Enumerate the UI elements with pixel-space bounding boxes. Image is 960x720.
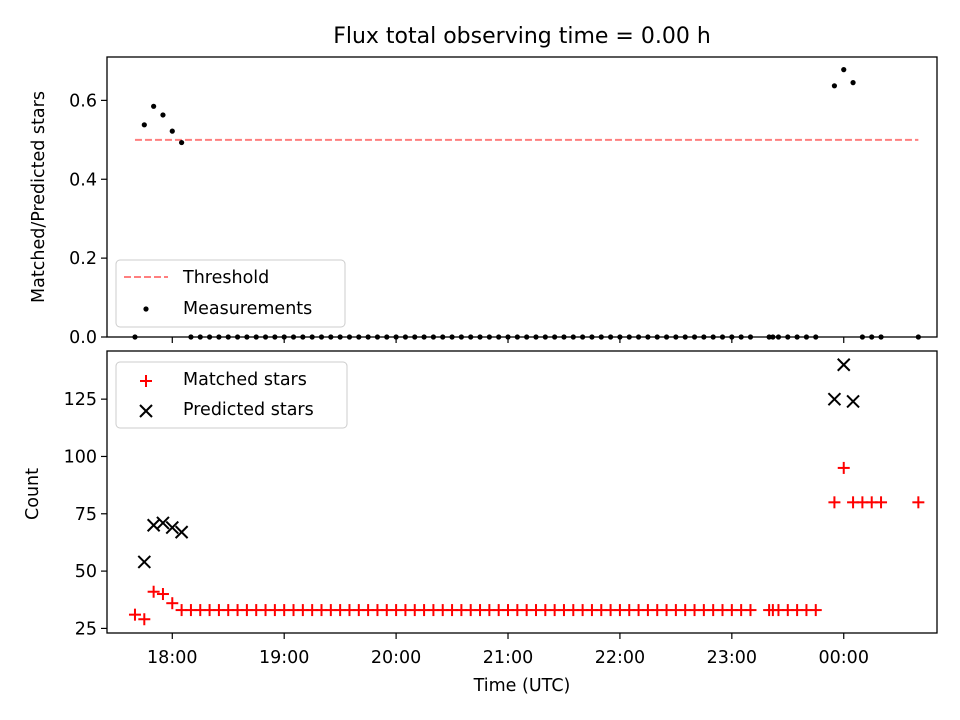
top-y-tick-label: 0.4 bbox=[69, 170, 97, 190]
bottom-y-tick-label: 100 bbox=[64, 447, 97, 467]
predicted-star-point bbox=[165, 520, 179, 535]
bottom-y-axis-label: Count bbox=[23, 468, 43, 520]
measurement-point bbox=[141, 122, 147, 128]
bottom-y-tick-label: 50 bbox=[75, 562, 97, 582]
chart-title: Flux total observing time = 0.00 h bbox=[333, 24, 711, 49]
top-legend: Threshold Measurements bbox=[115, 259, 346, 328]
predicted-star-point bbox=[846, 394, 860, 409]
top-y-tick-label: 0.6 bbox=[69, 91, 97, 111]
predicted-star-point bbox=[137, 555, 152, 569]
top-legend-box bbox=[115, 259, 346, 328]
predicted-star-point bbox=[827, 392, 842, 406]
top-y-tick-label: 0.0 bbox=[69, 328, 97, 348]
matched-star-point bbox=[744, 604, 757, 617]
bottom-y-tick-label: 125 bbox=[64, 390, 97, 410]
bottom-tick-layer: 25 50 75 100 125 18:00 19:00 20:00 21:00 22:00 23:… bbox=[64, 390, 869, 668]
matched-stars-legend-swatch bbox=[140, 375, 152, 387]
measurement-point bbox=[179, 139, 185, 146]
bottom-legend-box bbox=[115, 361, 348, 429]
measurement-point bbox=[160, 112, 166, 118]
measurement-point bbox=[850, 80, 856, 86]
bottom-y-tick-label: 25 bbox=[75, 619, 97, 639]
x-tick-label: 00:00 bbox=[819, 648, 869, 668]
matched-star-point bbox=[912, 496, 925, 509]
measurement-point bbox=[151, 103, 157, 109]
measurement-point bbox=[169, 128, 175, 134]
top-y-tick-label: 0.2 bbox=[69, 249, 97, 269]
predicted-star-point bbox=[174, 525, 189, 539]
predicted-stars-legend-label: Predicted stars bbox=[183, 400, 314, 420]
predicted-stars-legend-swatch bbox=[139, 404, 153, 418]
measurement-point bbox=[841, 67, 847, 73]
bottom-legend: Matched stars Predicted stars bbox=[115, 361, 348, 429]
matched-star-point bbox=[166, 597, 179, 610]
x-axis-label: Time (UTC) bbox=[473, 676, 571, 696]
matched-stars-legend-label: Matched stars bbox=[183, 370, 307, 390]
matched-star-point bbox=[875, 496, 888, 509]
top-y-axis-label: Matched/Predicted stars bbox=[29, 91, 49, 303]
ratio-panel: Flux total observing time = 0.00 h Match… bbox=[29, 24, 938, 348]
matched-star-point bbox=[809, 604, 822, 617]
matched-star-point bbox=[156, 588, 169, 601]
counts-layer bbox=[128, 358, 925, 626]
measurements-layer bbox=[132, 67, 921, 340]
x-tick-label: 22:00 bbox=[595, 648, 645, 668]
matched-star-point bbox=[147, 585, 160, 598]
measurements-legend-label: Measurements bbox=[183, 299, 312, 319]
measurements-legend-swatch bbox=[143, 306, 149, 312]
matched-star-point bbox=[837, 461, 850, 474]
predicted-star-point bbox=[156, 516, 170, 530]
x-tick-label: 21:00 bbox=[483, 648, 533, 668]
x-tick-label: 23:00 bbox=[707, 648, 757, 668]
predicted-star-point bbox=[837, 358, 851, 372]
measurement-point bbox=[831, 83, 838, 89]
x-tick-label: 19:00 bbox=[259, 648, 309, 668]
matched-star-point bbox=[828, 496, 841, 509]
x-tick-label: 18:00 bbox=[147, 648, 197, 668]
matched-star-point bbox=[138, 613, 151, 626]
matched-star-point bbox=[128, 608, 141, 621]
threshold-legend-label: Threshold bbox=[182, 268, 269, 288]
top-tick-layer: 0.0 0.2 0.4 0.6 bbox=[69, 91, 845, 348]
top-plot-frame bbox=[106, 56, 938, 338]
bottom-plot-frame bbox=[106, 350, 938, 634]
bottom-y-tick-label: 75 bbox=[75, 505, 97, 525]
x-tick-label: 20:00 bbox=[371, 648, 421, 668]
